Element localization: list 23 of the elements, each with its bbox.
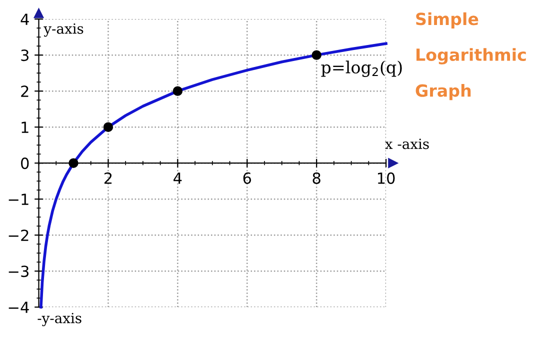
y-tick-label: −1 [8, 194, 28, 205]
y-tick-label: −3 [8, 266, 29, 278]
x-tick-label: 6 [243, 172, 252, 184]
y-tick-label: 0 [21, 158, 29, 170]
point [68, 158, 78, 168]
y-tick-label: 2 [21, 86, 28, 97]
y-tick-label: −4 [8, 302, 29, 313]
x-tick-label: 4 [174, 172, 182, 184]
annotation: y-axis [44, 23, 84, 37]
y-tick-label: 1 [22, 122, 28, 133]
y-tick-label: 3 [21, 50, 29, 62]
annotation: p=log$_{2}$(q) [321, 60, 402, 77]
y-tick-label: −2 [8, 230, 28, 241]
point [103, 122, 114, 132]
x-tick-label: 2 [104, 172, 112, 184]
text: -y-axis [38, 312, 82, 326]
text: Simple Logarithmic Graph [416, 12, 526, 100]
x-tick-label: 10 [378, 172, 395, 184]
x-tick-label: 8 [312, 172, 320, 184]
y-tick-label: 4 [20, 14, 29, 25]
annotation: x -axis [385, 138, 429, 150]
point [312, 50, 322, 60]
point [172, 86, 183, 96]
